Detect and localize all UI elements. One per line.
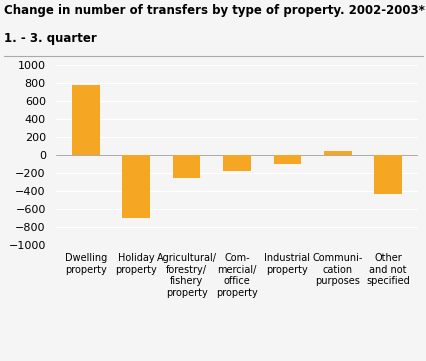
Bar	[273, 155, 300, 164]
Bar	[122, 155, 150, 218]
Bar	[323, 151, 351, 155]
Text: Change in number of transfers by type of property. 2002-2003*.: Change in number of transfers by type of…	[4, 4, 426, 17]
Bar	[72, 85, 100, 155]
Bar	[373, 155, 401, 193]
Text: 1. - 3. quarter: 1. - 3. quarter	[4, 32, 97, 45]
Bar	[173, 155, 200, 178]
Bar	[223, 155, 250, 171]
